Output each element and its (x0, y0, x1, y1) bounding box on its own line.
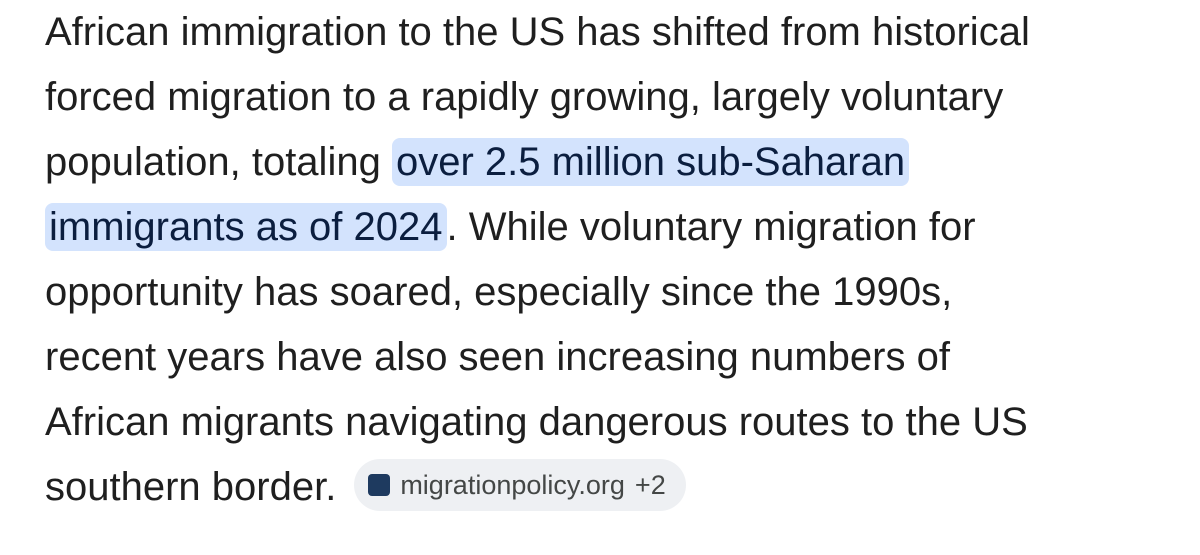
text: . While voluntary migration for (446, 205, 976, 249)
text: population, totaling (45, 140, 381, 184)
text-line: immigrants as of 2024. While voluntary m… (45, 195, 1030, 260)
text: recent years have also seen increasing n… (45, 335, 950, 379)
text: African immigration to the US has shifte… (45, 10, 1030, 54)
text-line: African immigration to the US has shifte… (45, 0, 1030, 65)
text-line: forced migration to a rapidly growing, l… (45, 65, 1030, 130)
text: African migrants navigating dangerous ro… (45, 400, 1028, 444)
text: southern border. (45, 465, 337, 509)
text: forced migration to a rapidly growing, l… (45, 75, 1004, 119)
highlight[interactable]: over 2.5 million sub-Saharan (391, 138, 910, 186)
source-icon (368, 474, 391, 497)
text: opportunity has soared, especially since… (45, 270, 953, 314)
highlight[interactable]: immigrants as of 2024 (45, 203, 447, 251)
source-more: +2 (634, 469, 666, 500)
text-line: African migrants navigating dangerous ro… (45, 390, 1030, 455)
text-line: recent years have also seen increasing n… (45, 325, 1030, 390)
source-label: migrationpolicy.org (400, 469, 625, 500)
text-line: southern border. migrationpolicy.org +2 (45, 455, 1030, 520)
text-line: opportunity has soared, especially since… (45, 260, 1030, 325)
text-line: population, totaling over 2.5 million su… (45, 130, 1030, 195)
source-chip[interactable]: migrationpolicy.org +2 (354, 459, 686, 512)
answer-paragraph: African immigration to the US has shifte… (45, 0, 1030, 520)
